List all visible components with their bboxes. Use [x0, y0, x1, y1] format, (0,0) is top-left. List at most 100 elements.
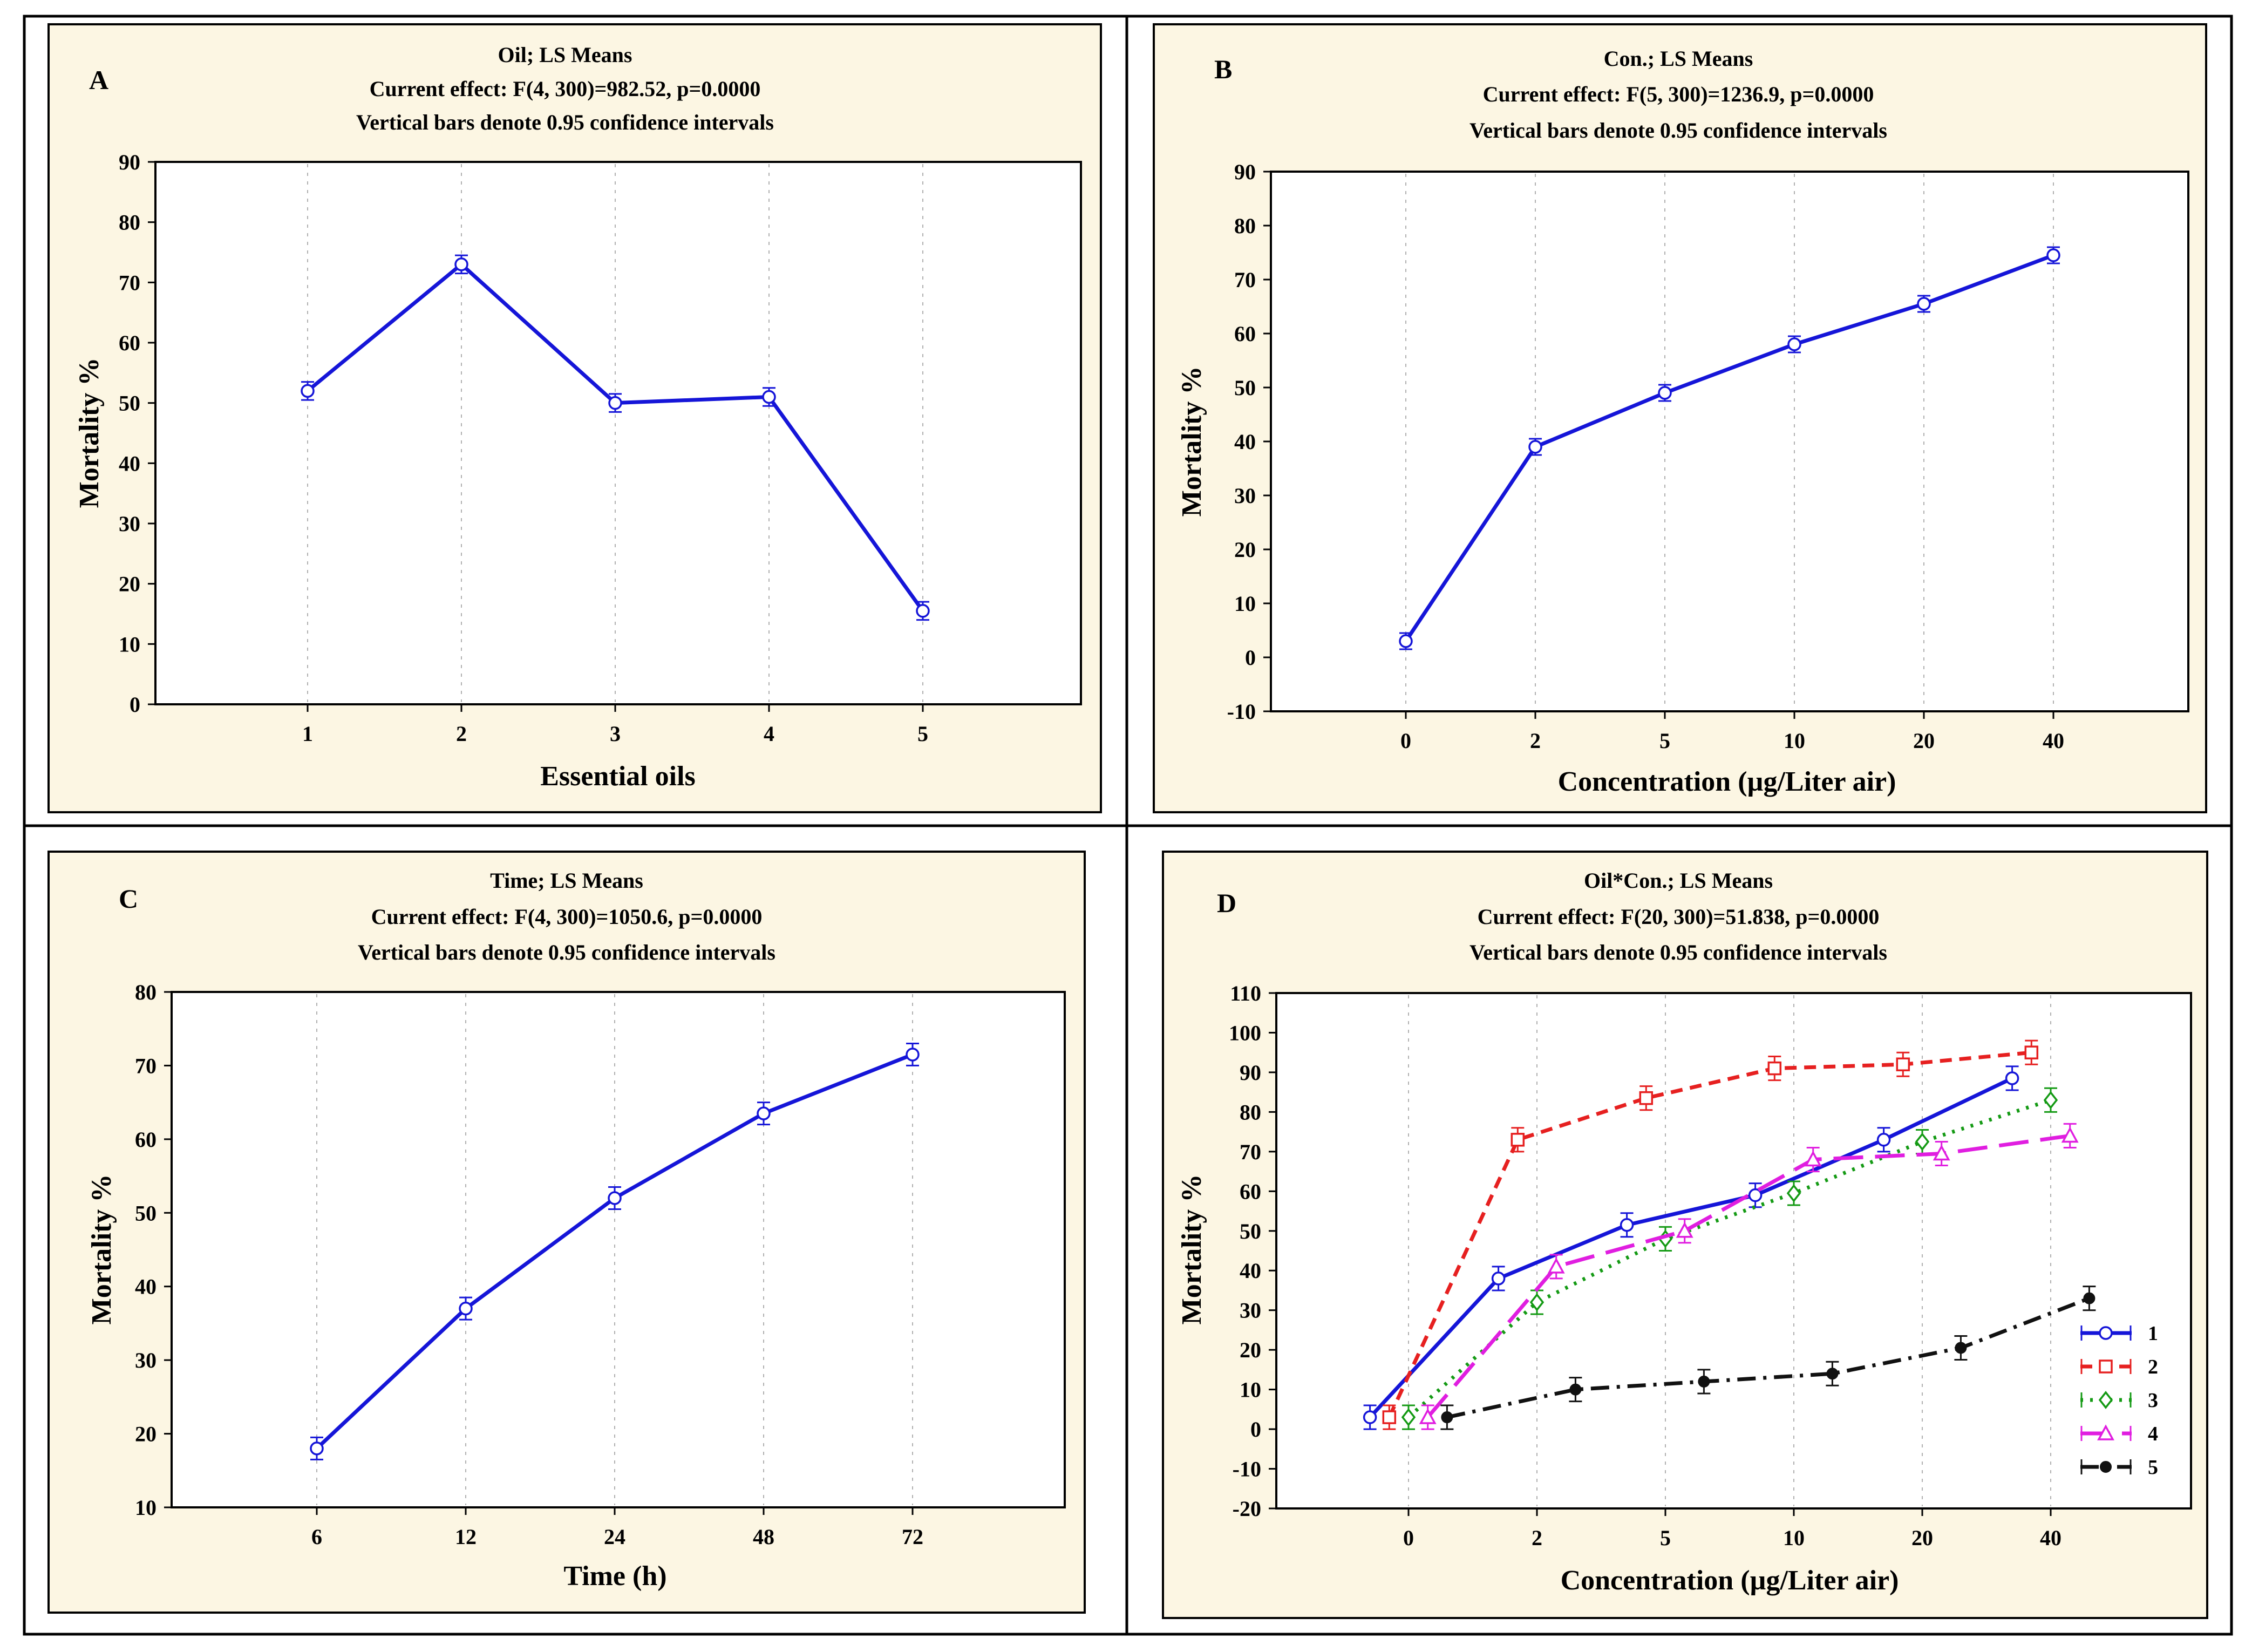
panel-d-series-2-line — [1387, 1050, 2032, 1418]
panel-b-xtick-label: 10 — [1784, 729, 1805, 753]
panel-c-xtick-label: 24 — [604, 1525, 625, 1549]
panel-d-series-5-point — [1569, 1383, 1582, 1396]
panel-d-ytick-label: 20 — [1240, 1338, 1261, 1362]
panel-c-series-time-point — [608, 1191, 622, 1205]
panel-b-xtick-label: 0 — [1400, 729, 1411, 753]
panel-b-series-con--point — [1399, 634, 1413, 648]
panel-c-xtick-label: 48 — [753, 1525, 774, 1549]
panel-d-title: Oil*Con.; LS Means — [1584, 868, 1773, 893]
panel-c-xtick-label: 12 — [455, 1525, 477, 1549]
panel-b-series-con--point — [2046, 248, 2060, 262]
panel-b-xtick-label: 5 — [1659, 729, 1670, 753]
panel-d-series-5-point — [2083, 1292, 2095, 1304]
panel-a-series-oil-point — [762, 390, 776, 404]
panel-c-ytick-label: 10 — [135, 1495, 157, 1520]
panel-a-ytick-label: 40 — [119, 451, 140, 475]
panel-c-ytick-label: 70 — [135, 1053, 157, 1078]
panel-c-note: Vertical bars denote 0.95 confidence int… — [358, 940, 775, 964]
panel-d-series-4-point — [1419, 1408, 1437, 1424]
panel-c-plot-area — [171, 991, 1066, 1508]
panel-c: C Time; LS Means Current effect: F(4, 30… — [47, 851, 1086, 1614]
panel-d-xtick-label: 10 — [1783, 1526, 1805, 1550]
panel-c-series-time-point — [757, 1106, 771, 1120]
panel-d-legend-1-label: 1 — [2148, 1322, 2158, 1345]
panel-b-ytick-label: 30 — [1234, 484, 1256, 508]
panel-b-note: Vertical bars denote 0.95 confidence int… — [1469, 118, 1887, 142]
panel-c-xlabel: Time (h) — [563, 1561, 666, 1592]
panel-d-series-1-point — [1620, 1218, 1634, 1232]
panel-d-xtick-label: 20 — [1911, 1526, 1933, 1550]
panel-a-xtick-label: 2 — [456, 722, 467, 746]
panel-d-series-3-point — [1529, 1293, 1545, 1311]
panel-d-legend-5-label: 5 — [2148, 1456, 2158, 1479]
panel-b-series-con--point — [1917, 297, 1931, 311]
panel-c-ytick-label: 30 — [135, 1348, 157, 1372]
panel-a-ytick-label: 10 — [119, 632, 140, 656]
panel-d-xtick-label: 5 — [1660, 1526, 1671, 1550]
panel-d-series-5-point — [1826, 1368, 1839, 1380]
panel-a-ylabel: Mortality % — [74, 358, 105, 508]
panel-d-legend-1-marker — [2099, 1326, 2113, 1340]
panel-d-ytick-label: 30 — [1240, 1299, 1261, 1323]
panel-a-ytick-label: 60 — [119, 331, 140, 355]
panel-c-ytick-label: 60 — [135, 1127, 157, 1152]
panel-d-ytick-label: -20 — [1233, 1497, 1261, 1521]
panel-a-xtick-label: 5 — [917, 722, 928, 746]
panel-d-series-2-point — [2024, 1045, 2039, 1059]
panel-b-ytick-label: 40 — [1234, 430, 1256, 454]
panel-d-series-1-point — [1748, 1188, 1763, 1202]
panel-d-series-2-point — [1896, 1057, 1910, 1071]
panel-c-title: Time; LS Means — [490, 868, 643, 893]
panel-d-xtick-label: 0 — [1403, 1526, 1414, 1550]
panel-b-series-con--point — [1658, 386, 1672, 400]
panel-c-xtick-label: 72 — [902, 1525, 923, 1549]
panel-d-series-2-point — [1511, 1133, 1525, 1147]
panel-a-label: A — [89, 65, 108, 95]
panel-a-plot-area — [154, 161, 1082, 705]
panel-a-chart: 0 10 20 30 40 50 60 70 80 90 1 2 3 4 5 — [119, 150, 930, 746]
panel-b-label: B — [1214, 54, 1232, 84]
panel-b-ytick-label: 90 — [1234, 160, 1256, 184]
panel-a-xtick-label: 1 — [302, 722, 313, 746]
panel-b-ytick-label: 20 — [1234, 538, 1256, 562]
panel-c-ytick-label: 50 — [135, 1201, 157, 1225]
panel-c-series-time-point — [459, 1301, 473, 1316]
panel-d-ytick-label: -10 — [1233, 1457, 1261, 1481]
panel-d-series-5-point — [1441, 1411, 1453, 1424]
panel-d-legend-3-marker — [2098, 1391, 2113, 1409]
panel-b-title: Con.; LS Means — [1604, 46, 1753, 71]
panel-d-series-2-point — [1767, 1061, 1782, 1076]
panel-c-ytick-label: 80 — [135, 980, 157, 1004]
panel-d-legend-2-marker — [2099, 1359, 2113, 1374]
panel-d-series-3-point — [1786, 1184, 1801, 1202]
panel-d-series-3-point — [1915, 1132, 1930, 1151]
panel-d-ytick-label: 10 — [1240, 1378, 1261, 1402]
panel-d-subtitle: Current effect: F(20, 300)=51.838, p=0.0… — [1478, 905, 1880, 929]
panel-c-series-time-point — [906, 1048, 920, 1062]
panel-b-series-con--line — [1404, 253, 2054, 642]
panel-d-ytick-label: 50 — [1240, 1219, 1261, 1243]
panel-a-series-oil-point — [301, 384, 315, 398]
panel-d-ylabel: Mortality % — [1176, 1174, 1207, 1325]
panel-d-ytick-label: 60 — [1240, 1179, 1261, 1204]
panel-d-series-2-point — [1382, 1410, 1397, 1424]
panel-d-series-4-point — [1933, 1144, 1950, 1161]
panel-d-legend-4-marker — [2097, 1424, 2114, 1440]
panel-d-legend-2-label: 2 — [2148, 1356, 2158, 1378]
panel-b-chart: -10 0 10 20 30 40 50 60 70 80 90 0 2 5 10 20 40 — [1227, 160, 2064, 753]
panel-b-ytick-label: 80 — [1234, 214, 1256, 238]
panel-d-series-5-line — [1446, 1296, 2090, 1419]
panel-b-series-con--point — [1528, 440, 1542, 454]
panel-a-ytick-label: 0 — [130, 692, 140, 717]
panel-c-xtick-label: 6 — [311, 1525, 322, 1549]
panel-d-chart: -20 -10 0 10 20 30 40 50 60 70 80 90 100 110 0 2 5 10 20 40… — [1229, 981, 2158, 1550]
panel-d-series-5-point — [1698, 1375, 1710, 1388]
panel-d-series-1-point — [1363, 1410, 1377, 1424]
panel-d-series-1-point — [1491, 1272, 1506, 1286]
panel-d-series-3-line — [1407, 1098, 2052, 1419]
panel-b-series-con--point — [1787, 337, 1801, 351]
panel-b-ytick-label: 70 — [1234, 268, 1256, 292]
panel-c-subtitle: Current effect: F(4, 300)=1050.6, p=0.00… — [371, 905, 763, 929]
panel-a-title: Oil; LS Means — [498, 43, 632, 67]
panel-a-xtick-label: 3 — [610, 722, 621, 746]
